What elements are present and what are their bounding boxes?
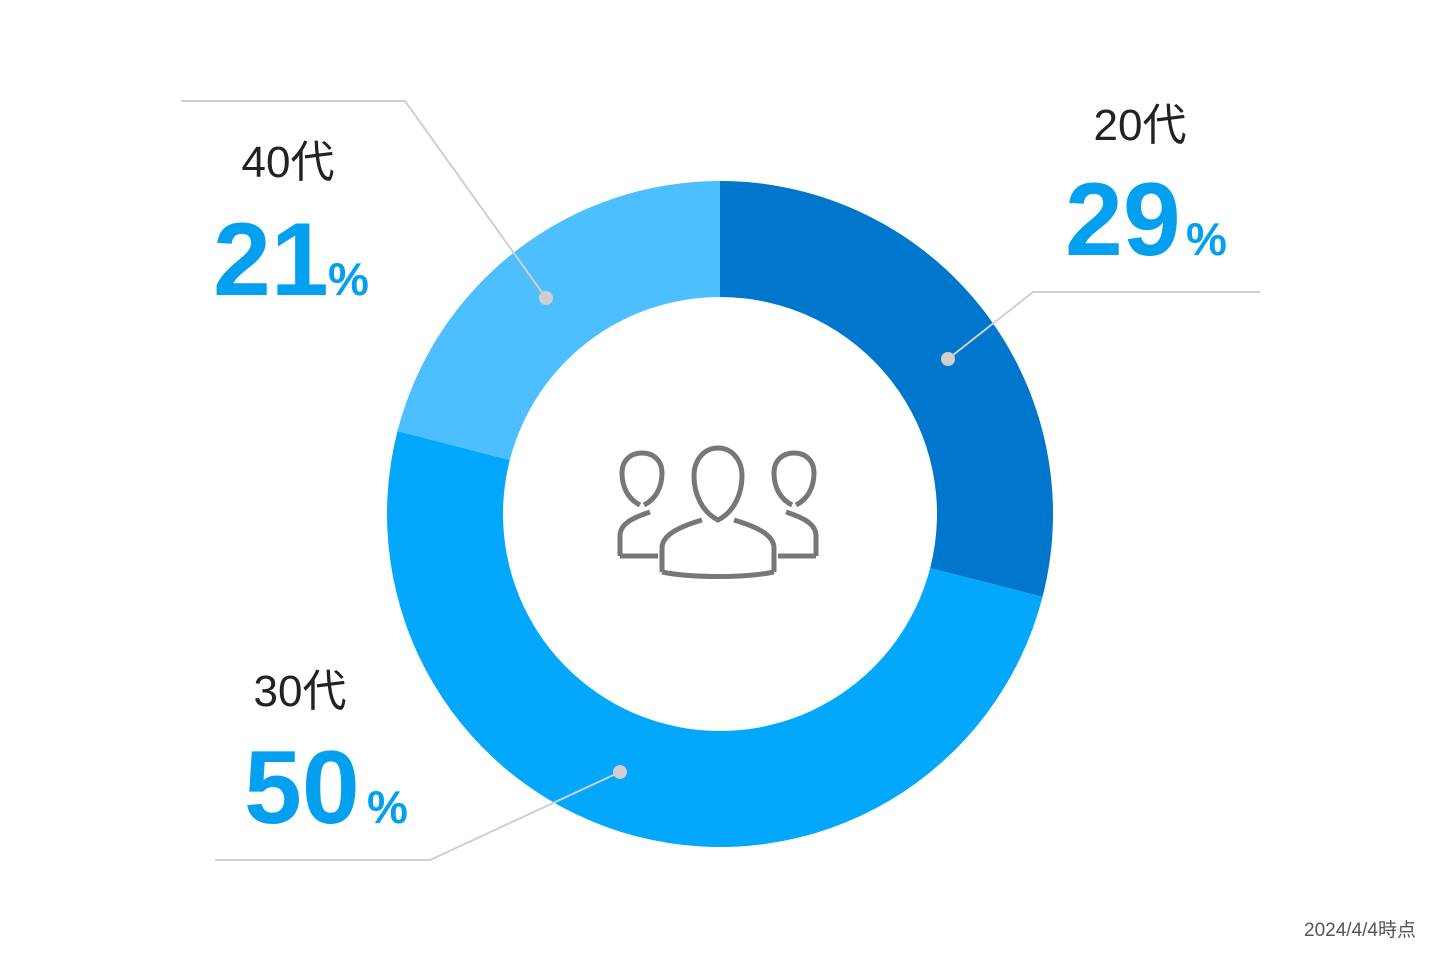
category-label: 40代 xyxy=(242,138,335,187)
category-label: 20代 xyxy=(1094,101,1187,150)
category-label: 30代 xyxy=(254,667,347,716)
leader-line xyxy=(181,100,547,299)
leader-line xyxy=(215,771,621,861)
value-label: 21 xyxy=(213,202,329,318)
leader-dot xyxy=(613,765,627,779)
leader-line xyxy=(947,291,1260,360)
donut-segment xyxy=(720,181,1053,597)
value-label: 50 xyxy=(244,730,360,846)
leader-dot xyxy=(539,291,553,305)
people-icon xyxy=(617,445,819,579)
footnote: 2024/4/4時点 xyxy=(1304,919,1416,941)
value-label: 29 xyxy=(1065,162,1181,278)
donut-segment xyxy=(387,431,1043,847)
value-unit: % xyxy=(1186,213,1227,265)
value-unit: % xyxy=(367,781,408,833)
leader-dot xyxy=(941,352,955,366)
donut-segment xyxy=(397,181,720,461)
value-unit: % xyxy=(328,253,369,305)
